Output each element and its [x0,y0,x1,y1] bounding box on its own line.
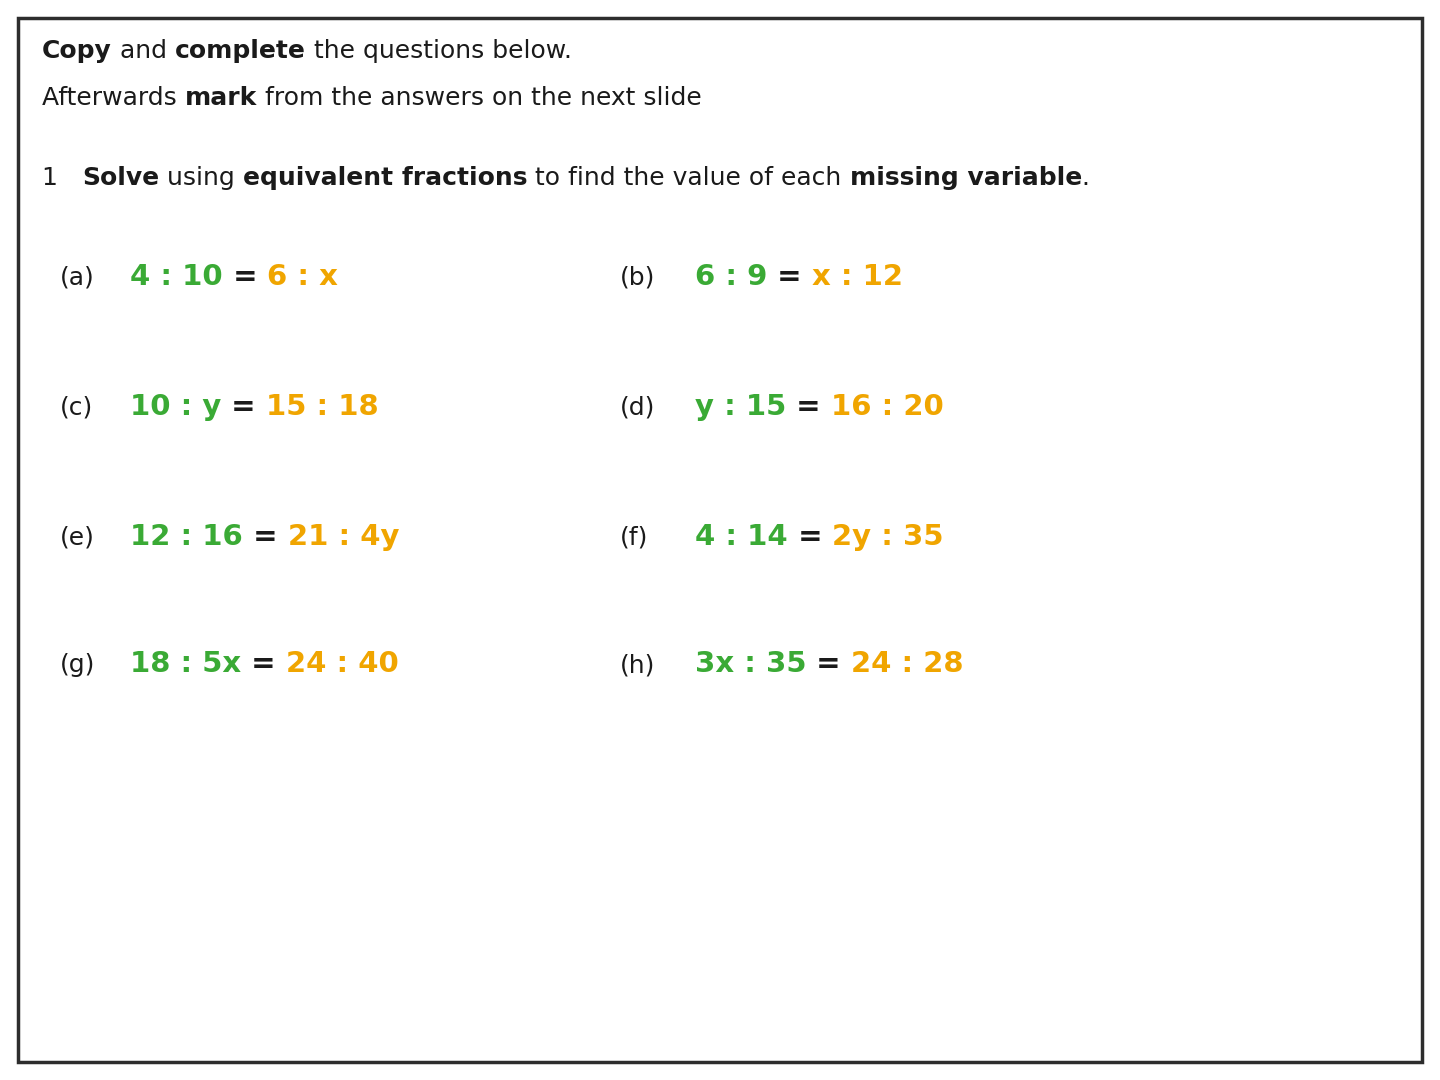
Text: 6 : x: 6 : x [268,264,338,291]
Text: 4 : 14: 4 : 14 [696,523,788,551]
Text: and: and [112,39,174,63]
Text: 6 : 9: 6 : 9 [696,264,768,291]
Text: 2y : 35: 2y : 35 [832,523,943,551]
Text: 18 : 5x: 18 : 5x [130,650,240,678]
Text: =: = [243,523,288,551]
Text: =: = [786,393,831,421]
Text: =: = [223,264,268,291]
Text: to find the value of each: to find the value of each [527,166,850,190]
Text: the questions below.: the questions below. [305,39,572,63]
Text: 10 : y: 10 : y [130,393,222,421]
Text: =: = [222,393,266,421]
Text: using: using [158,166,243,190]
Text: (h): (h) [621,653,655,677]
Text: (c): (c) [60,396,94,420]
Text: missing variable: missing variable [850,166,1081,190]
Text: equivalent fractions: equivalent fractions [243,166,527,190]
Text: mark: mark [184,86,256,110]
Text: =: = [768,264,812,291]
Text: from the answers on the next slide: from the answers on the next slide [256,86,701,110]
Text: 1: 1 [42,166,82,190]
Text: =: = [788,523,832,551]
Text: 16 : 20: 16 : 20 [831,393,943,421]
Text: (g): (g) [60,653,95,677]
Text: 3x : 35: 3x : 35 [696,650,806,678]
Text: (d): (d) [621,396,655,420]
Text: (a): (a) [60,266,95,291]
Text: 24 : 40: 24 : 40 [287,650,399,678]
Text: (b): (b) [621,266,655,291]
Text: Solve: Solve [82,166,158,190]
Text: 21 : 4y: 21 : 4y [288,523,399,551]
Text: .: . [1081,166,1090,190]
Text: 12 : 16: 12 : 16 [130,523,243,551]
Text: (f): (f) [621,526,648,550]
Text: 24 : 28: 24 : 28 [851,650,963,678]
Text: =: = [240,650,287,678]
Text: Afterwards: Afterwards [42,86,184,110]
Text: x : 12: x : 12 [812,264,903,291]
Text: Copy: Copy [42,39,112,63]
Text: y : 15: y : 15 [696,393,786,421]
Text: (e): (e) [60,526,95,550]
Text: complete: complete [174,39,305,63]
Text: 4 : 10: 4 : 10 [130,264,223,291]
Text: =: = [806,650,851,678]
Text: 15 : 18: 15 : 18 [266,393,379,421]
